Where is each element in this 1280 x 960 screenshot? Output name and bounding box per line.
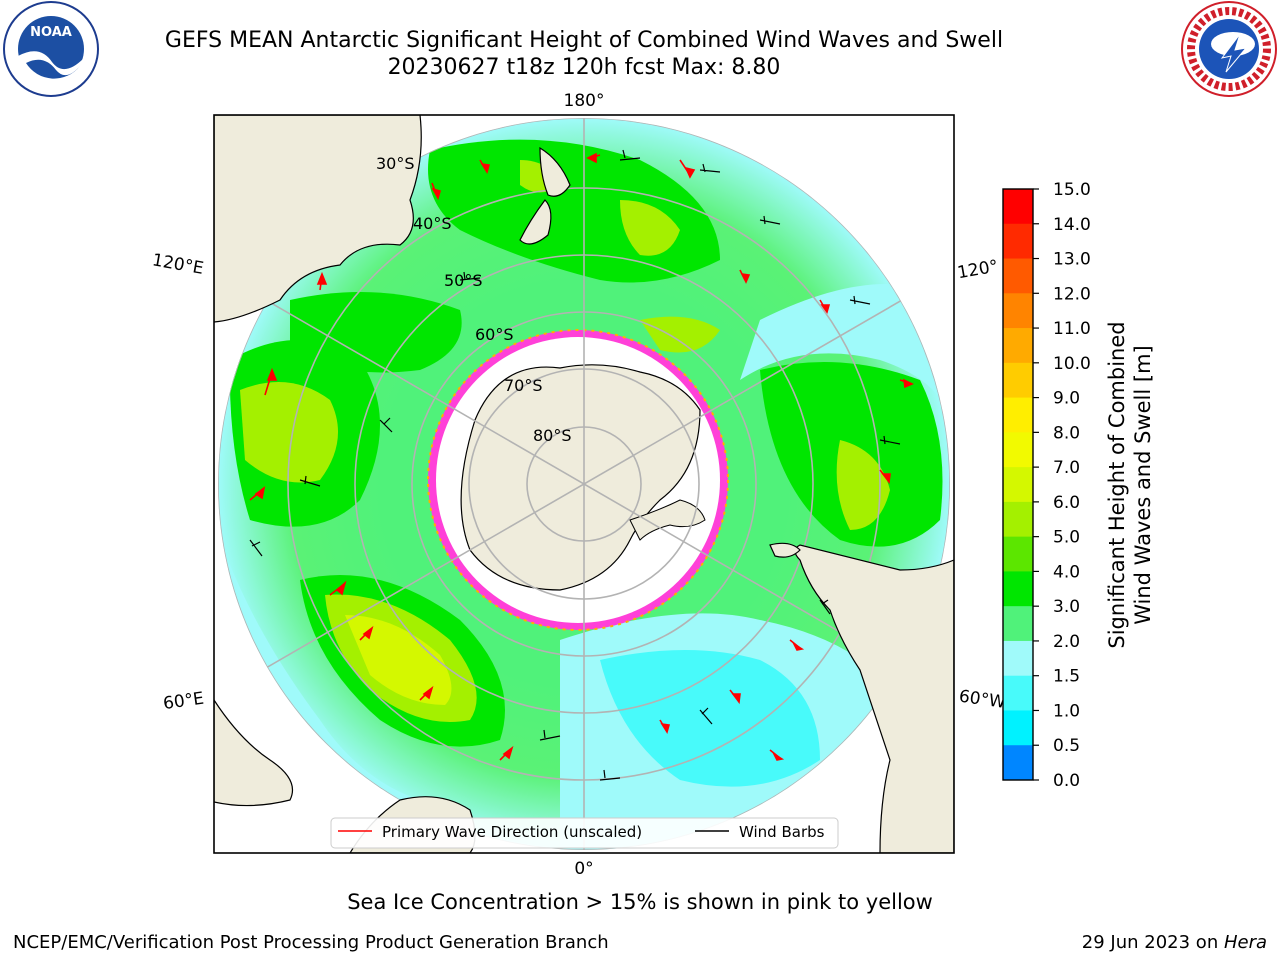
- footer-date: 29 Jun 2023 on Hera: [1082, 932, 1267, 953]
- sea-ice-note: Sea Ice Concentration > 15% is shown in …: [347, 890, 933, 914]
- lat-label-60s: 60°S: [475, 325, 514, 344]
- colorbar-segment: [1003, 223, 1033, 260]
- lat-label-30s: 30°S: [376, 154, 415, 173]
- colorbar-label-line2: Wind Waves and Swell [m]: [1131, 345, 1155, 625]
- lat-label-70s: 70°S: [504, 376, 543, 395]
- colorbar-frame: [1002, 188, 1034, 781]
- colorbar-tick-label: 12.0: [1053, 284, 1091, 304]
- colorbar: [1003, 189, 1033, 781]
- lon-label-0: 0°: [574, 859, 593, 879]
- continents: [214, 115, 954, 853]
- lat-label-50s: 50°S: [444, 271, 483, 290]
- colorbar-segment: [1003, 536, 1033, 572]
- lon-label-120e: 120°E: [151, 250, 205, 279]
- colorbar-segment: [1003, 501, 1033, 538]
- legend: Primary Wave Direction (unscaled) Wind B…: [330, 817, 839, 849]
- colorbar-label-line1: Significant Height of Combined: [1105, 321, 1129, 648]
- colorbar-segment: [1003, 606, 1033, 642]
- legend-wind-label: Wind Barbs: [739, 823, 825, 841]
- lat-label-80s: 80°S: [533, 426, 572, 445]
- colorbar-tick-label: 2.0: [1053, 632, 1080, 652]
- colorbar-tick-label: 15.0: [1053, 180, 1091, 200]
- colorbar-tick-label: 8.0: [1053, 423, 1080, 443]
- legend-wave-label: Primary Wave Direction (unscaled): [382, 823, 642, 841]
- colorbar-segment: [1003, 675, 1033, 711]
- colorbar-tick-label: 5.0: [1053, 528, 1080, 548]
- colorbar-segment: [1003, 710, 1033, 746]
- lon-label-60w: 60°W: [958, 687, 1007, 713]
- lon-label-60e: 60°E: [162, 689, 205, 714]
- colorbar-segment: [1003, 745, 1033, 781]
- colorbar-segment: [1003, 640, 1033, 677]
- colorbar-segment: [1003, 258, 1033, 294]
- colorbar-tick-label: 3.0: [1053, 597, 1080, 617]
- colorbar-segment: [1003, 397, 1033, 433]
- colorbar-segment: [1003, 293, 1033, 329]
- noaa-logo-text: NOAA: [30, 25, 72, 40]
- lat-label-40s: 40°S: [413, 214, 452, 233]
- wind-barbs: [249, 149, 901, 781]
- footer-date-text: 29 Jun 2023 on: [1081, 932, 1224, 953]
- nws-logo: [1181, 1, 1277, 97]
- colorbar-segment: [1003, 571, 1033, 607]
- colorbar-tick-label: 7.0: [1053, 458, 1080, 478]
- colorbar-tick-label: 10.0: [1053, 354, 1091, 374]
- colorbar-tick-label: 13.0: [1053, 250, 1091, 270]
- map-graticule: [218, 118, 950, 850]
- colorbar-segment: [1003, 189, 1033, 225]
- lon-label-120w: 120°: [956, 256, 1000, 283]
- colorbar-tick-label: 11.0: [1053, 319, 1091, 339]
- colorbar-tick-label: 0.0: [1053, 771, 1080, 791]
- map-title: GEFS MEAN Antarctic Significant Height o…: [164, 28, 1004, 53]
- footer-credit: NCEP/EMC/Verification Post Processing Pr…: [13, 932, 609, 953]
- colorbar-tick-label: 9.0: [1053, 389, 1080, 409]
- colorbar-tick-label: 14.0: [1053, 215, 1091, 235]
- colorbar-tick-label: 1.0: [1053, 701, 1080, 721]
- colorbar-ticks: 15.0 14.0 13.0 12.0 11.0 10.0 9.0 8.0 7.0 6.0 5.0 4…: [1033, 180, 1091, 791]
- colorbar-segment: [1003, 328, 1033, 364]
- colorbar-segment: [1003, 432, 1033, 468]
- noaa-logo: NOAA: [3, 1, 99, 97]
- colorbar-tick-label: 0.5: [1053, 736, 1080, 756]
- map-subtitle: 20230627 t18z 120h fcst Max: 8.80: [387, 55, 781, 80]
- wave-direction-arrows: [249, 152, 914, 761]
- map-plot-area: [214, 115, 954, 853]
- colorbar-segment: [1003, 362, 1033, 399]
- footer-machine: Hera: [1223, 932, 1267, 953]
- colorbar-tick-label: 1.5: [1053, 667, 1080, 687]
- colorbar-segment: [1003, 467, 1033, 503]
- colorbar-tick-label: 6.0: [1053, 493, 1080, 513]
- lon-label-180: 180°: [564, 91, 605, 111]
- colorbar-tick-label: 4.0: [1053, 562, 1080, 582]
